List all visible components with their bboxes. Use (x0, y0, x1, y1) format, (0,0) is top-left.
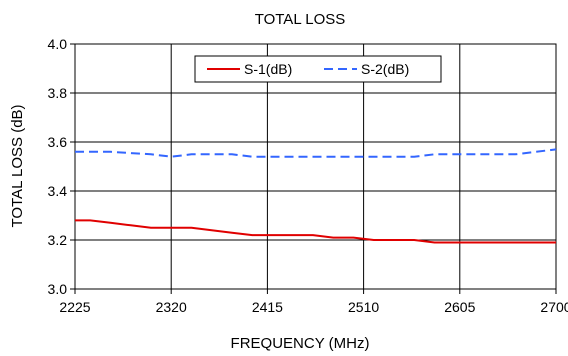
series-layer (75, 148, 557, 244)
x-axis-label: FREQUENCY (MHz) (231, 335, 370, 352)
y-tick-label: 3.2 (48, 232, 68, 248)
legend: S-1(dB) S-2(dB) (194, 55, 442, 83)
series-line-2 (75, 148, 557, 158)
x-tick-label: 2700 (540, 299, 568, 315)
y-tick-label: 3.0 (48, 281, 68, 297)
legend-label-2: S-2(dB) (361, 61, 409, 77)
x-axis-ticks: 2225 2320 2415 2510 2605 2700 (59, 289, 568, 315)
y-tick-label: 3.8 (48, 85, 68, 101)
x-tick-label: 2320 (156, 299, 187, 315)
legend-label-1: S-1(dB) (244, 61, 292, 77)
y-tick-label: 3.4 (48, 183, 68, 199)
y-tick-label: 4.0 (48, 36, 68, 52)
y-tick-label: 3.6 (48, 134, 68, 150)
x-tick-label: 2225 (59, 299, 90, 315)
series-line-1 (75, 219, 556, 244)
chart-title: TOTAL LOSS (255, 11, 346, 28)
y-axis-label: TOTAL LOSS (dB) (9, 104, 26, 227)
plot-area (74, 43, 557, 290)
x-tick-label: 2415 (252, 299, 283, 315)
x-tick-label: 2605 (444, 299, 475, 315)
y-axis-ticks: 3.0 3.2 3.4 3.6 3.8 4.0 (48, 36, 75, 297)
x-tick-label: 2510 (348, 299, 379, 315)
